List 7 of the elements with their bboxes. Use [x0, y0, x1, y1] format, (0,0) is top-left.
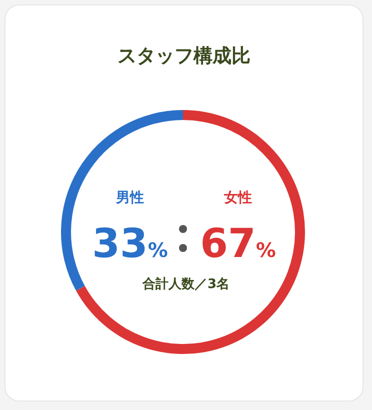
chart-title: スタッフ構成比 — [118, 45, 250, 67]
slice-label: 女性 — [223, 190, 252, 206]
data-label: 33% — [92, 221, 168, 267]
donut-slice — [76, 110, 305, 354]
text: 合計人数／3名 — [141, 276, 230, 292]
data-label: 67% — [200, 221, 276, 267]
slice-label: 男性 — [115, 190, 144, 206]
